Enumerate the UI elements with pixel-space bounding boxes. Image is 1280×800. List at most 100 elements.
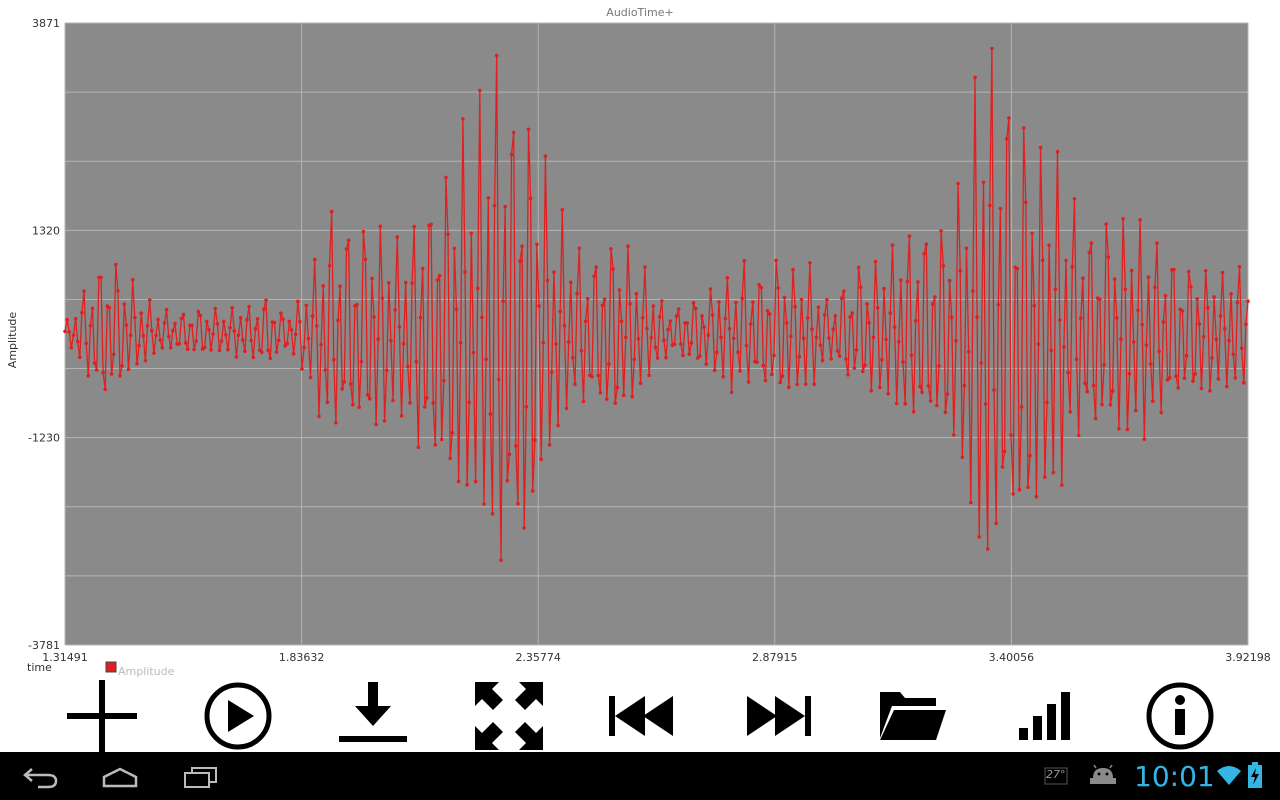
data-point <box>835 349 840 353</box>
data-point <box>926 384 931 388</box>
y-tick-label: -3781 <box>28 639 60 652</box>
data-point <box>1076 433 1081 438</box>
data-point <box>780 374 785 378</box>
data-point <box>177 342 182 346</box>
data-point <box>1032 303 1037 308</box>
data-point <box>719 335 723 340</box>
data-point <box>746 380 751 384</box>
legend-label: Amplitude <box>118 665 175 678</box>
fullscreen-button[interactable] <box>459 680 559 752</box>
fullscreen-icon <box>475 682 543 750</box>
data-point <box>569 280 573 285</box>
data-point <box>378 224 383 229</box>
data-point <box>1222 326 1227 331</box>
battery-icon[interactable] <box>1248 762 1262 788</box>
data-point <box>1237 264 1242 269</box>
weather-icon <box>1044 767 1068 785</box>
data-point <box>903 401 907 406</box>
android-debug-icon[interactable] <box>1090 764 1116 788</box>
data-point <box>706 333 711 338</box>
data-point <box>981 180 986 185</box>
data-point <box>992 388 996 392</box>
data-point <box>75 339 80 344</box>
data-point <box>1002 449 1007 454</box>
skip-back-button[interactable] <box>593 680 693 752</box>
data-point <box>298 319 302 324</box>
data-point <box>1174 374 1178 378</box>
data-point <box>221 319 226 324</box>
x-tick-label: 2.87915 <box>752 651 798 664</box>
waveform-chart: 1.31491 1.83632 2.35774 2.87915 3.40056 3.921… <box>6 6 1271 678</box>
data-point <box>954 338 958 343</box>
data-point <box>1227 338 1231 343</box>
data-point <box>1159 410 1163 415</box>
data-point <box>721 374 725 379</box>
data-point <box>651 304 656 308</box>
skip-forward-button[interactable] <box>727 680 827 752</box>
data-point <box>452 246 457 251</box>
data-point <box>818 343 823 348</box>
data-point <box>1009 433 1013 437</box>
data-point <box>374 422 378 427</box>
data-point <box>327 264 332 268</box>
open-folder-button[interactable] <box>862 680 962 752</box>
data-point <box>979 361 984 365</box>
data-point <box>372 315 376 319</box>
data-point <box>1043 475 1047 479</box>
data-point <box>812 382 816 387</box>
recent-apps-button[interactable] <box>170 760 230 794</box>
data-point <box>842 289 846 294</box>
data-point <box>577 246 582 251</box>
data-point <box>78 355 82 360</box>
download-button[interactable] <box>323 680 423 752</box>
data-point <box>573 382 577 387</box>
data-point <box>1140 322 1144 327</box>
data-point <box>245 317 249 322</box>
data-point <box>1112 277 1117 281</box>
data-point <box>255 317 260 321</box>
data-point <box>888 311 893 315</box>
data-point <box>820 358 825 363</box>
data-point <box>84 341 88 346</box>
data-point <box>850 311 855 315</box>
wifi-icon[interactable] <box>1216 764 1242 786</box>
data-point <box>884 337 888 342</box>
status-clock[interactable]: 10:01 <box>1134 760 1215 793</box>
data-point <box>687 352 692 357</box>
data-point <box>367 396 372 401</box>
data-point <box>209 348 213 352</box>
info-button[interactable] <box>1130 680 1230 752</box>
data-point <box>1026 485 1030 490</box>
data-point <box>717 300 721 304</box>
home-button[interactable] <box>90 760 150 794</box>
data-point <box>564 406 569 411</box>
data-point <box>202 345 207 350</box>
data-point <box>757 283 761 287</box>
data-point <box>262 307 266 312</box>
data-point <box>124 323 129 327</box>
data-point <box>801 336 806 341</box>
signal-button[interactable] <box>995 680 1095 752</box>
back-button[interactable] <box>10 760 70 794</box>
play-button[interactable] <box>188 680 288 752</box>
data-point <box>1203 269 1208 273</box>
data-point <box>109 372 114 376</box>
data-point <box>723 316 728 321</box>
data-point <box>205 319 209 324</box>
data-point <box>829 357 833 361</box>
data-point <box>111 352 116 357</box>
data-point <box>808 261 812 265</box>
data-point <box>1210 356 1214 360</box>
data-point <box>700 314 704 318</box>
data-point <box>435 278 440 282</box>
data-point <box>321 284 326 288</box>
data-point <box>628 302 632 306</box>
x-tick-label: 2.35774 <box>515 651 561 664</box>
add-button[interactable] <box>52 680 152 752</box>
info-icon <box>1146 682 1214 750</box>
data-point <box>488 412 493 416</box>
data-point <box>486 196 491 200</box>
data-point <box>80 310 84 315</box>
data-point <box>858 285 863 290</box>
data-point <box>217 348 222 353</box>
